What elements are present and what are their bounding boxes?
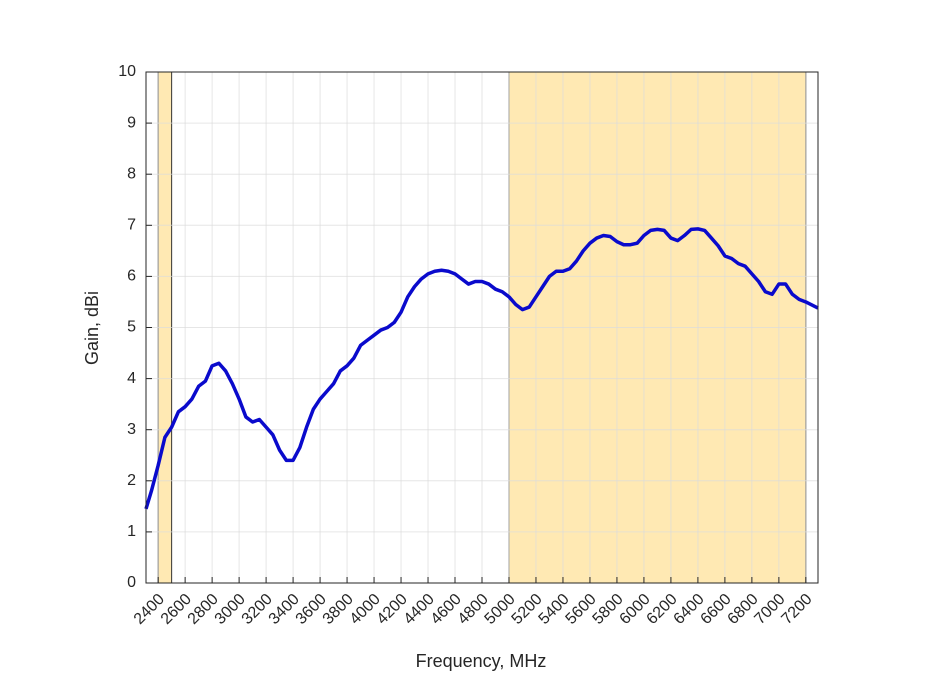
x-tick-label: 2800 bbox=[185, 591, 222, 628]
x-tick-label: 4800 bbox=[455, 591, 492, 628]
y-tick-label: 7 bbox=[127, 217, 136, 234]
x-tick-label: 4200 bbox=[374, 591, 411, 628]
y-tick-label: 10 bbox=[118, 63, 136, 80]
x-tick-label: 5400 bbox=[536, 591, 573, 628]
x-tick-label: 6000 bbox=[617, 591, 654, 628]
x-tick-label: 6200 bbox=[644, 591, 681, 628]
x-tick-label: 3000 bbox=[212, 591, 249, 628]
y-tick-label: 3 bbox=[127, 421, 136, 438]
x-tick-label: 5600 bbox=[563, 591, 600, 628]
x-tick-label: 4400 bbox=[401, 591, 438, 628]
y-tick-label: 2 bbox=[127, 472, 136, 489]
x-tick-label: 5000 bbox=[482, 591, 519, 628]
y-tick-label: 8 bbox=[127, 165, 136, 182]
y-tick-label: 9 bbox=[127, 114, 136, 131]
x-tick-label: 3400 bbox=[266, 591, 303, 628]
x-tick-label: 3800 bbox=[320, 591, 357, 628]
axes-box bbox=[145, 71, 819, 584]
x-tick-label: 5800 bbox=[590, 591, 627, 628]
y-tick-label: 4 bbox=[127, 370, 136, 387]
y-tick-label: 0 bbox=[127, 574, 136, 591]
x-axis-label: Frequency, MHz bbox=[416, 651, 547, 671]
x-tick-label: 6800 bbox=[725, 591, 762, 628]
x-tick-label: 3600 bbox=[293, 591, 330, 628]
x-tick-label: 5200 bbox=[509, 591, 546, 628]
x-tick-label: 6400 bbox=[671, 591, 708, 628]
y-tick-label: 1 bbox=[127, 523, 136, 540]
x-tick-label: 2600 bbox=[158, 591, 195, 628]
x-tick-label: 4600 bbox=[428, 591, 465, 628]
x-tick-label: 4000 bbox=[347, 591, 384, 628]
x-tick-label: 6600 bbox=[698, 591, 735, 628]
x-tick-label: 7200 bbox=[778, 591, 815, 628]
data-line bbox=[144, 227, 819, 510]
y-tick-label: 5 bbox=[127, 319, 136, 336]
x-tick-label: 7000 bbox=[751, 591, 788, 628]
x-tick-label: 2400 bbox=[131, 591, 168, 628]
y-tick-label: 6 bbox=[127, 268, 136, 285]
y-axis-label: Gain, dBi bbox=[82, 291, 102, 365]
x-tick-label: 3200 bbox=[239, 591, 276, 628]
